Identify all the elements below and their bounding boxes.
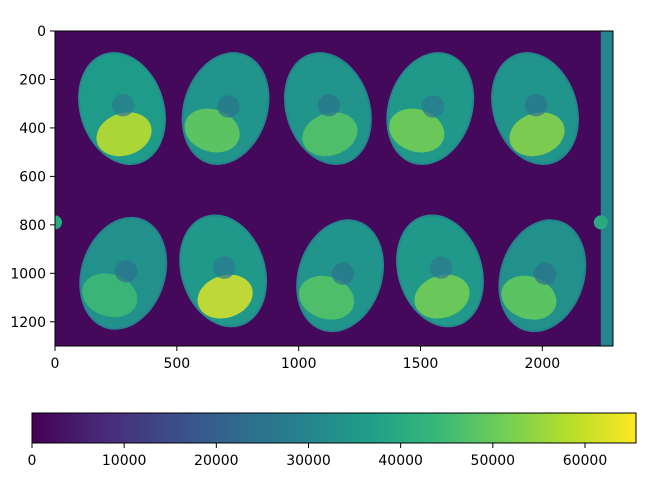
x-tick-label: 0 xyxy=(51,356,60,372)
colorbar-frame xyxy=(31,412,637,444)
y-tick-label: 200 xyxy=(19,72,46,88)
colorbar-tick-label: 40000 xyxy=(378,453,423,469)
x-tick-label: 2000 xyxy=(525,356,561,372)
edge-marker xyxy=(593,215,608,230)
colorbar-tick-label: 20000 xyxy=(194,453,239,469)
colorbar-tick-label: 50000 xyxy=(471,453,516,469)
y-tick-label: 800 xyxy=(19,218,46,234)
colorbar-tick-label: 30000 xyxy=(286,453,331,469)
seed-object xyxy=(181,52,270,165)
colorbar-ticks: 0 10000 20000 30000 40000 50000 60000 xyxy=(28,443,608,469)
x-tick-label: 1000 xyxy=(281,356,317,372)
seed-object xyxy=(78,52,166,165)
seed-object xyxy=(498,219,587,333)
heatmap-frame xyxy=(54,30,614,347)
x-tick-label: 500 xyxy=(163,356,190,372)
y-tick-label: 600 xyxy=(19,169,46,185)
seed-object xyxy=(79,216,168,330)
edge-marker xyxy=(55,215,62,230)
seed-object xyxy=(296,219,385,333)
colorbar-tick-label: 60000 xyxy=(563,453,608,469)
seed-object xyxy=(283,52,372,165)
y-tick-label: 1000 xyxy=(10,266,46,282)
edge-strip xyxy=(600,31,613,346)
x-axis: 0 500 1000 1500 2000 xyxy=(51,346,561,372)
colorbar-tick-label: 0 xyxy=(28,453,37,469)
seed-object xyxy=(491,52,579,165)
colorbar-tick-label: 10000 xyxy=(102,453,147,469)
y-axis: 0 200 400 600 800 1000 1200 xyxy=(10,24,55,331)
heatmap-image xyxy=(55,31,613,346)
y-tick-label: 0 xyxy=(37,24,46,40)
colorbar-gradient xyxy=(32,413,636,443)
colorbar: 0 10000 20000 30000 40000 50000 60000 xyxy=(28,412,637,469)
y-tick-label: 1200 xyxy=(10,315,46,331)
seed-object xyxy=(179,214,268,328)
seed-object xyxy=(396,214,484,328)
x-tick-label: 1500 xyxy=(403,356,439,372)
y-tick-label: 400 xyxy=(19,121,46,137)
seed-object xyxy=(386,52,475,165)
